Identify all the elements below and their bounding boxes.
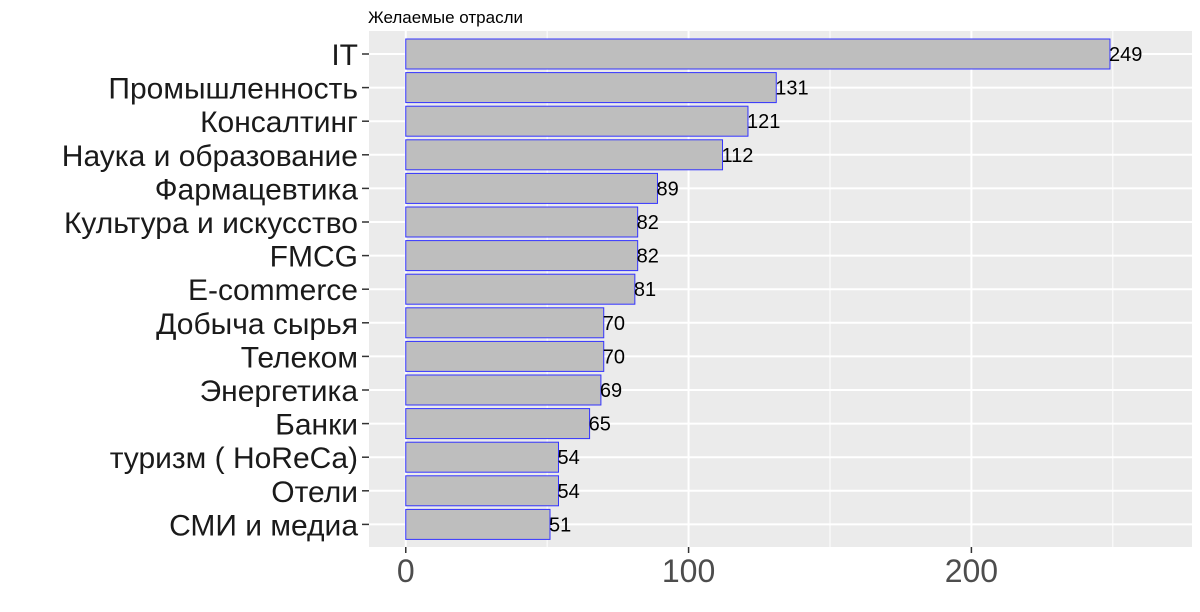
category-label-7: E-commerce <box>188 274 358 307</box>
category-label-10: Энергетика <box>200 375 359 408</box>
data-label-0: 249 <box>1109 44 1142 66</box>
bar-14 <box>405 508 551 540</box>
bar-8 <box>405 307 605 339</box>
x-tick-label-1: 100 <box>662 553 715 589</box>
data-label-10: 69 <box>600 380 622 402</box>
category-label-2: Консалтинг <box>200 106 358 139</box>
bars <box>405 38 1111 540</box>
data-label-12: 54 <box>557 447 579 469</box>
data-labels: 249 131 121 112 89 82 82 81 70 70 69 65 54 54 51 <box>549 44 1142 536</box>
bar-10 <box>405 374 602 406</box>
bar-6 <box>405 240 639 272</box>
category-label-5: Культура и искусство <box>64 207 358 240</box>
bar-5 <box>405 206 639 238</box>
data-label-13: 54 <box>557 481 579 503</box>
category-label-3: Наука и образование <box>62 140 358 173</box>
data-label-3: 112 <box>722 145 754 167</box>
data-label-11: 65 <box>589 414 611 436</box>
data-label-14: 51 <box>549 514 571 536</box>
data-label-6: 82 <box>637 246 659 268</box>
bar-11 <box>405 408 591 440</box>
bar-3 <box>405 139 724 171</box>
data-label-4: 89 <box>656 178 678 200</box>
bar-2 <box>405 105 749 137</box>
category-label-6: FMCG <box>270 241 358 274</box>
chart-title: Желаемые отрасли <box>368 8 523 27</box>
data-label-8: 70 <box>603 313 625 335</box>
bar-1 <box>405 72 777 104</box>
bar-9 <box>405 340 605 372</box>
data-label-1: 131 <box>775 78 808 100</box>
bar-13 <box>405 475 559 507</box>
category-label-0: IT <box>331 39 358 72</box>
category-label-8: Добыча сырья <box>156 308 358 341</box>
category-label-9: Телеком <box>241 341 358 374</box>
category-label-14: СМИ и медиа <box>169 509 358 542</box>
axis-ticks: 0 100 200 <box>362 53 998 589</box>
data-label-5: 82 <box>637 212 659 234</box>
x-tick-label-2: 200 <box>945 553 998 589</box>
data-label-9: 70 <box>603 346 625 368</box>
category-label-1: Промышленность <box>108 73 358 106</box>
category-label-11: Банки <box>275 409 358 442</box>
category-label-4: Фармацевтика <box>155 173 359 206</box>
bar-0 <box>405 38 1111 70</box>
x-tick-label-0: 0 <box>397 553 415 589</box>
category-label-12: туризм ( HoReCa) <box>110 442 358 475</box>
data-label-2: 121 <box>747 111 780 133</box>
bar-12 <box>405 441 559 473</box>
category-label-13: Отели <box>271 476 358 509</box>
data-label-7: 81 <box>634 279 656 301</box>
bar-7 <box>405 273 636 305</box>
bar-4 <box>405 172 658 204</box>
